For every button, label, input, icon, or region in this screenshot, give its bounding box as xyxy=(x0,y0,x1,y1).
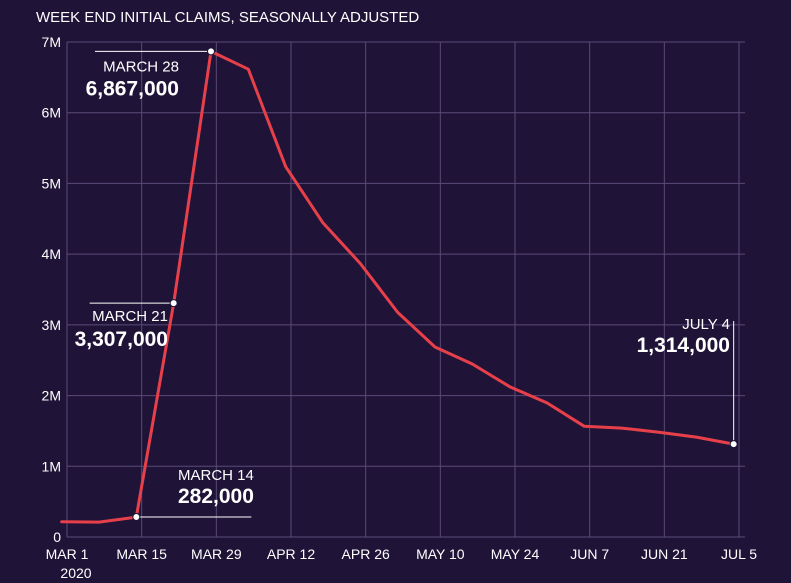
y-tick-label: 1M xyxy=(42,458,61,474)
annotation-value: 282,000 xyxy=(178,485,254,508)
annotation-value: 1,314,000 xyxy=(637,334,730,357)
x-tick-label: MAY 24 xyxy=(491,546,540,562)
y-tick-label: 7M xyxy=(42,34,61,50)
y-tick-label: 3M xyxy=(42,317,61,333)
annotation-date: MARCH 21 xyxy=(92,308,168,325)
grid xyxy=(66,41,745,538)
x-tick-label: MAR 1 xyxy=(46,546,89,562)
data-point-marker xyxy=(132,513,141,522)
annotation-date: JULY 4 xyxy=(682,316,730,333)
y-tick-label: 6M xyxy=(42,105,61,121)
y-tick-label: 4M xyxy=(42,246,61,262)
x-tick-label: MAY 10 xyxy=(416,546,465,562)
y-tick-label: 5M xyxy=(42,175,61,191)
data-point-marker xyxy=(207,47,215,56)
x-tick-label: JUN 7 xyxy=(570,546,609,562)
y-axis: 0 1M 2M 3M 4M 5M 6M 7M xyxy=(42,34,62,545)
x-tick-sublabel: 2020 xyxy=(60,565,91,581)
x-tick-label: MAR 15 xyxy=(116,546,167,562)
x-tick-label: APR 26 xyxy=(342,546,390,562)
chart-title: WEEK END INITIAL CLAIMS, SEASONALLY ADJU… xyxy=(36,9,419,26)
annotation-date: MARCH 28 xyxy=(103,58,179,75)
y-tick-label: 2M xyxy=(42,388,61,404)
y-tick-label: 0 xyxy=(53,529,61,545)
x-axis: MAR 1 2020 MAR 15 MAR 29 APR 12 APR 26 MAY 10 M… xyxy=(46,546,758,581)
annotation-value: 6,867,000 xyxy=(86,77,179,100)
x-tick-label: JUN 21 xyxy=(641,546,688,562)
data-point-marker xyxy=(729,440,738,449)
x-tick-label: APR 12 xyxy=(267,546,315,562)
x-tick-label: MAR 29 xyxy=(191,546,242,562)
data-point-marker xyxy=(169,299,178,308)
annotation-value: 3,307,000 xyxy=(75,328,168,351)
annotation-date: MARCH 14 xyxy=(178,467,254,484)
x-tick-label: JUL 5 xyxy=(721,546,757,562)
